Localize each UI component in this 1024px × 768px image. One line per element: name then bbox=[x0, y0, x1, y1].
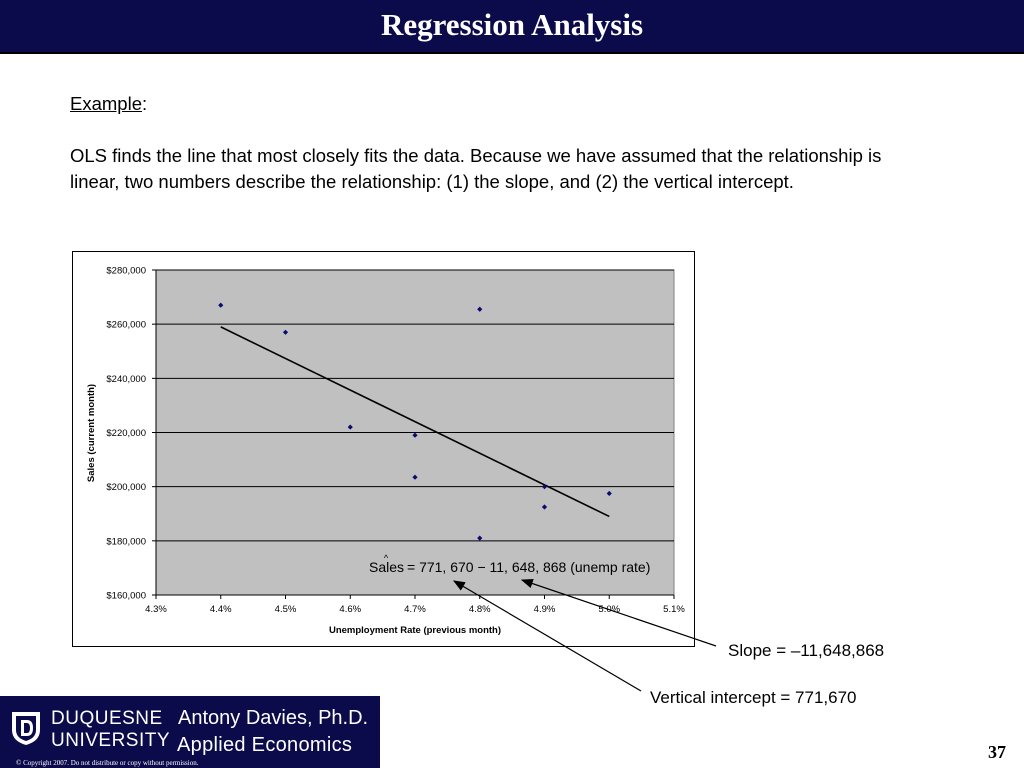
data-point bbox=[412, 474, 418, 480]
equation-lhs: Sales bbox=[369, 559, 404, 575]
y-tick-label: $240,000 bbox=[106, 374, 146, 385]
title-bar: Regression Analysis bbox=[0, 0, 1024, 54]
author-name: Antony Davies, Ph.D. bbox=[178, 707, 369, 729]
y-tick-label: $280,000 bbox=[106, 266, 146, 277]
university-name-line2: UNIVERSITY bbox=[51, 730, 171, 751]
y-axis-ticks: $160,000 $180,000 $200,000 $220,000 $240,000… bbox=[106, 266, 157, 602]
x-tick-label: 4.5% bbox=[275, 604, 297, 615]
x-tick-label: 4.7% bbox=[404, 604, 426, 615]
equation-rhs: = 771, 670 − 11, 648, 868 (unemp rate) bbox=[407, 559, 650, 575]
copyright-notice: © Copyright 2007. Do not distribute or c… bbox=[16, 759, 199, 767]
scatter-chart: $160,000 $180,000 $200,000 $220,000 $240,000… bbox=[86, 266, 685, 637]
y-tick-label: $180,000 bbox=[106, 536, 146, 547]
regression-equation: ^ Sales = 771, 670 − 11, 648, 868 (unemp… bbox=[369, 553, 650, 575]
data-point bbox=[477, 535, 483, 541]
x-axis-ticks: 4.3% 4.4% 4.5% 4.6% 4.7% 4.8% 4.9% 5.0% 5.1% bbox=[145, 594, 685, 615]
page-number: 37 bbox=[988, 742, 1006, 762]
y-tick-label: $160,000 bbox=[106, 591, 146, 602]
y-tick-label: $220,000 bbox=[106, 428, 146, 439]
y-tick-label: $200,000 bbox=[106, 482, 146, 493]
x-tick-label: 4.4% bbox=[210, 604, 232, 615]
x-tick-label: 5.1% bbox=[663, 604, 685, 615]
y-axis-title: Sales (current month) bbox=[86, 384, 97, 482]
x-tick-label: 5.0% bbox=[598, 604, 620, 615]
university-name-line1: DUQUESNE bbox=[51, 708, 163, 729]
body-text: Example: OLS finds the line that most cl… bbox=[70, 91, 910, 195]
body-paragraph: OLS finds the line that most closely fit… bbox=[70, 145, 882, 192]
x-tick-label: 4.6% bbox=[339, 604, 361, 615]
course-name: Applied Economics bbox=[177, 734, 353, 756]
example-colon: : bbox=[141, 93, 148, 114]
example-line: Example: bbox=[70, 91, 910, 117]
data-point bbox=[282, 329, 289, 335]
slope-callout: Slope = –11,648,868 bbox=[728, 641, 885, 660]
chart-frame: $160,000 $180,000 $200,000 $220,000 $240,000… bbox=[72, 251, 695, 647]
example-label: Example bbox=[70, 93, 142, 114]
x-tick-label: 4.3% bbox=[145, 604, 167, 615]
data-point bbox=[606, 490, 612, 497]
slide-title: Regression Analysis bbox=[380, 7, 644, 42]
y-tick-label: $260,000 bbox=[106, 320, 146, 331]
equation-hat: ^ bbox=[384, 553, 389, 563]
x-tick-label: 4.8% bbox=[469, 604, 491, 615]
footer-logo-panel: DUQUESNE UNIVERSITY Antony Davies, Ph.D.… bbox=[0, 696, 380, 768]
x-tick-label: 4.9% bbox=[534, 604, 556, 615]
intercept-callout: Vertical intercept = 771,670 bbox=[650, 688, 857, 707]
university-shield-icon bbox=[12, 712, 40, 745]
x-axis-title: Unemployment Rate (previous month) bbox=[329, 625, 501, 636]
